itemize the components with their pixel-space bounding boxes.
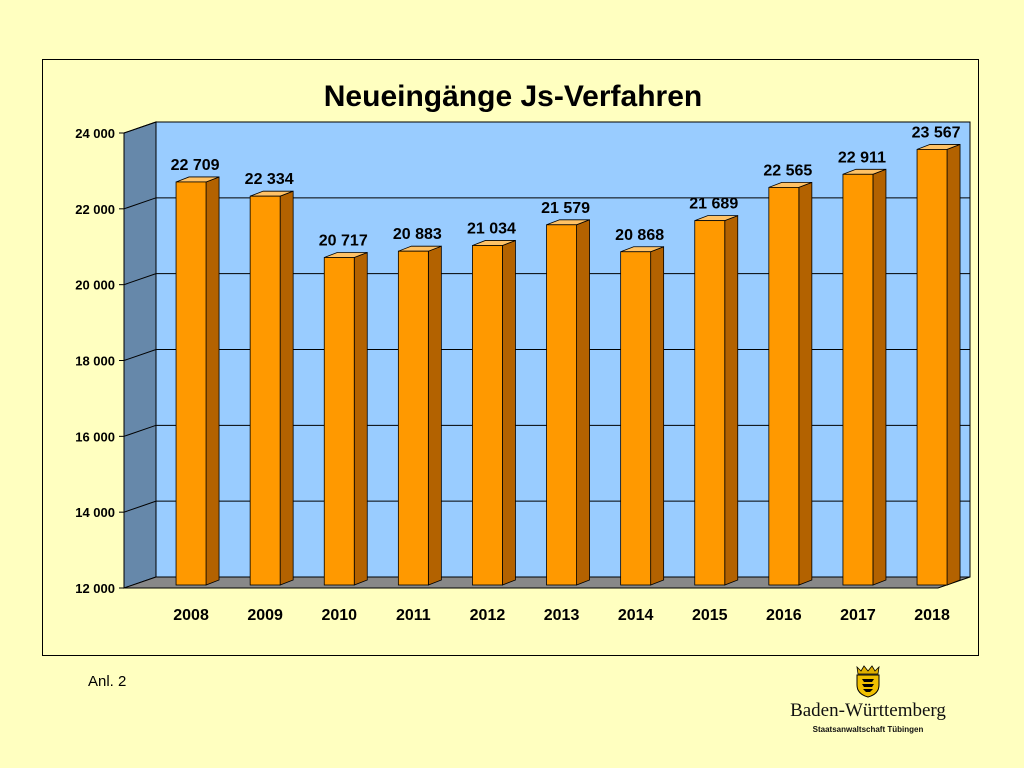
bar (546, 219, 590, 586)
bar (397, 245, 442, 586)
bar-side (427, 245, 442, 586)
bar-side (502, 239, 516, 586)
y-tick-label: 18 000 (75, 354, 115, 369)
data-label: 21 689 (689, 196, 738, 213)
data-label: 20 868 (615, 227, 664, 244)
data-label: 21 579 (541, 200, 590, 217)
bar-side (724, 215, 739, 586)
bar-front (249, 195, 281, 586)
bar (620, 246, 665, 586)
data-label: 22 911 (838, 149, 886, 166)
bar (472, 239, 516, 586)
office-name: Staatsanwaltschaft Tübingen (812, 725, 924, 734)
bar-front (842, 173, 874, 586)
y-tick-label: 12 000 (75, 581, 115, 596)
data-label: 22 709 (171, 157, 220, 174)
x-tick-label: 2011 (396, 607, 431, 624)
bar-front (397, 250, 429, 586)
bar-front (620, 251, 652, 586)
x-tick-label: 2017 (840, 607, 876, 624)
y-tick-label: 22 000 (75, 202, 115, 217)
data-label: 23 567 (912, 124, 961, 141)
bar-side (946, 143, 961, 586)
bar-front (916, 149, 948, 586)
bar-side (205, 176, 220, 586)
footnote: Anl. 2 (88, 673, 127, 690)
bar-side (576, 219, 590, 586)
logo: Baden-Württemberg Staatsanwaltschaft Tüb… (778, 664, 958, 734)
x-axis: 2008 2009 2010 2011 2012 2013 2014 2015 2016 2017… (173, 607, 950, 624)
gridline (123, 121, 970, 134)
bar-front (472, 245, 503, 586)
bar-front (323, 257, 355, 586)
bar (323, 251, 368, 586)
data-label: 22 565 (763, 162, 812, 179)
bar (768, 181, 813, 586)
bar-chart: Neueingänge Js-Verfahren 12 000 14 000 16 … (75, 80, 971, 624)
x-tick-label: 2016 (766, 607, 802, 624)
bar-side (650, 246, 665, 586)
bar-side (353, 251, 368, 586)
x-tick-label: 2010 (321, 607, 357, 624)
y-axis: 12 000 14 000 16 000 18 000 20 000 22 000 24 0… (75, 126, 125, 596)
bar (249, 190, 294, 586)
y-tick-label: 16 000 (75, 429, 115, 444)
data-label: 21 034 (467, 220, 516, 237)
bar-side (279, 190, 294, 586)
y-tick-label: 24 000 (75, 126, 115, 141)
chart-frame: Neueingänge Js-Verfahren 12 000 14 000 16 … (42, 59, 979, 656)
bar-side (872, 168, 887, 586)
x-tick-label: 2018 (914, 607, 950, 624)
coat-of-arms-icon (856, 665, 880, 698)
bar-front (175, 181, 207, 586)
bar (916, 143, 961, 586)
x-tick-label: 2012 (470, 607, 506, 624)
bar-front (546, 224, 577, 586)
bar (694, 215, 739, 586)
data-label: 22 334 (245, 171, 294, 188)
state-name: Baden-Württemberg (790, 700, 946, 721)
bar-front (694, 220, 726, 586)
gridline (123, 197, 970, 210)
data-label: 20 883 (393, 226, 442, 243)
x-tick-label: 2009 (247, 607, 283, 624)
bar-front (768, 187, 800, 586)
x-tick-label: 2013 (544, 607, 580, 624)
y-tick-label: 14 000 (75, 505, 115, 520)
bars: 22 709 22 334 20 717 20 883 21 034 21 579 20 8… (171, 124, 961, 586)
bar (842, 168, 887, 586)
bar-side (798, 181, 813, 586)
y-tick-label: 20 000 (75, 278, 115, 293)
chart-title: Neueingänge Js-Verfahren (324, 80, 702, 113)
data-label: 20 717 (319, 232, 368, 249)
bar (175, 176, 220, 586)
x-tick-label: 2014 (618, 607, 654, 624)
x-tick-label: 2015 (692, 607, 728, 624)
x-tick-label: 2008 (173, 607, 209, 624)
